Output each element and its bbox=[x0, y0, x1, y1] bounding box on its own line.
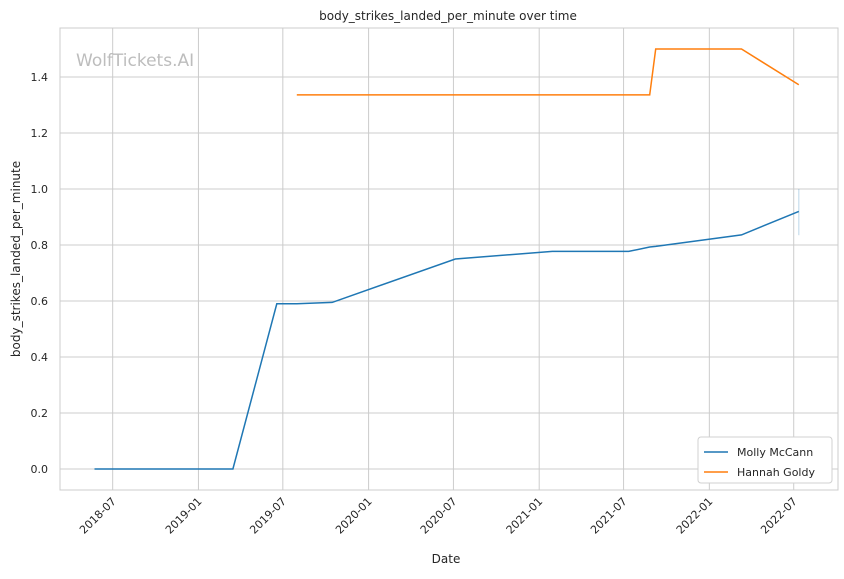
grid bbox=[60, 28, 838, 490]
series-lines bbox=[94, 48, 800, 470]
y-tick-label: 1.2 bbox=[31, 127, 49, 140]
watermark: WolfTickets.AI bbox=[76, 51, 194, 71]
x-tick-label: 2020-01 bbox=[333, 495, 375, 537]
chart-title: body_strikes_landed_per_minute over time bbox=[319, 9, 577, 23]
y-tick-label: 0.4 bbox=[31, 351, 49, 364]
series-line-molly-mccann bbox=[94, 210, 800, 470]
x-tick-label: 2021-01 bbox=[504, 495, 546, 537]
legend-label-molly-mccann: Molly McCann bbox=[737, 446, 813, 459]
series-line-hannah-goldy bbox=[296, 48, 800, 96]
x-tick-label: 2019-01 bbox=[163, 495, 205, 537]
x-axis-label: Date bbox=[432, 552, 461, 566]
x-tick-labels: 2018-07 2019-01 2019-07 2020-01 2020-07 2021-… bbox=[77, 495, 800, 537]
y-tick-label: 1.4 bbox=[31, 71, 49, 84]
y-axis-label: body_strikes_landed_per_minute bbox=[9, 161, 23, 357]
legend-label-hannah-goldy: Hannah Goldy bbox=[737, 466, 815, 479]
y-tick-label: 0.6 bbox=[31, 295, 49, 308]
y-tick-label: 0.2 bbox=[31, 407, 49, 420]
legend: Molly McCann Hannah Goldy bbox=[697, 436, 833, 484]
x-tick-label: 2020-07 bbox=[418, 495, 460, 537]
x-tick-label: 2021-07 bbox=[588, 495, 630, 537]
x-tick-label: 2019-07 bbox=[247, 495, 289, 537]
x-tick-label: 2022-01 bbox=[674, 495, 716, 537]
x-tick-label: 2018-07 bbox=[77, 495, 119, 537]
legend-box bbox=[697, 436, 833, 484]
y-tick-label: 0.8 bbox=[31, 239, 49, 252]
y-tick-labels: 0.0 0.2 0.4 0.6 0.8 1.0 1.2 1.4 bbox=[31, 71, 49, 476]
y-tick-label: 0.0 bbox=[31, 463, 49, 476]
plot-frame bbox=[59, 27, 839, 491]
y-tick-label: 1.0 bbox=[31, 183, 49, 196]
x-tick-label: 2022-07 bbox=[758, 495, 800, 537]
